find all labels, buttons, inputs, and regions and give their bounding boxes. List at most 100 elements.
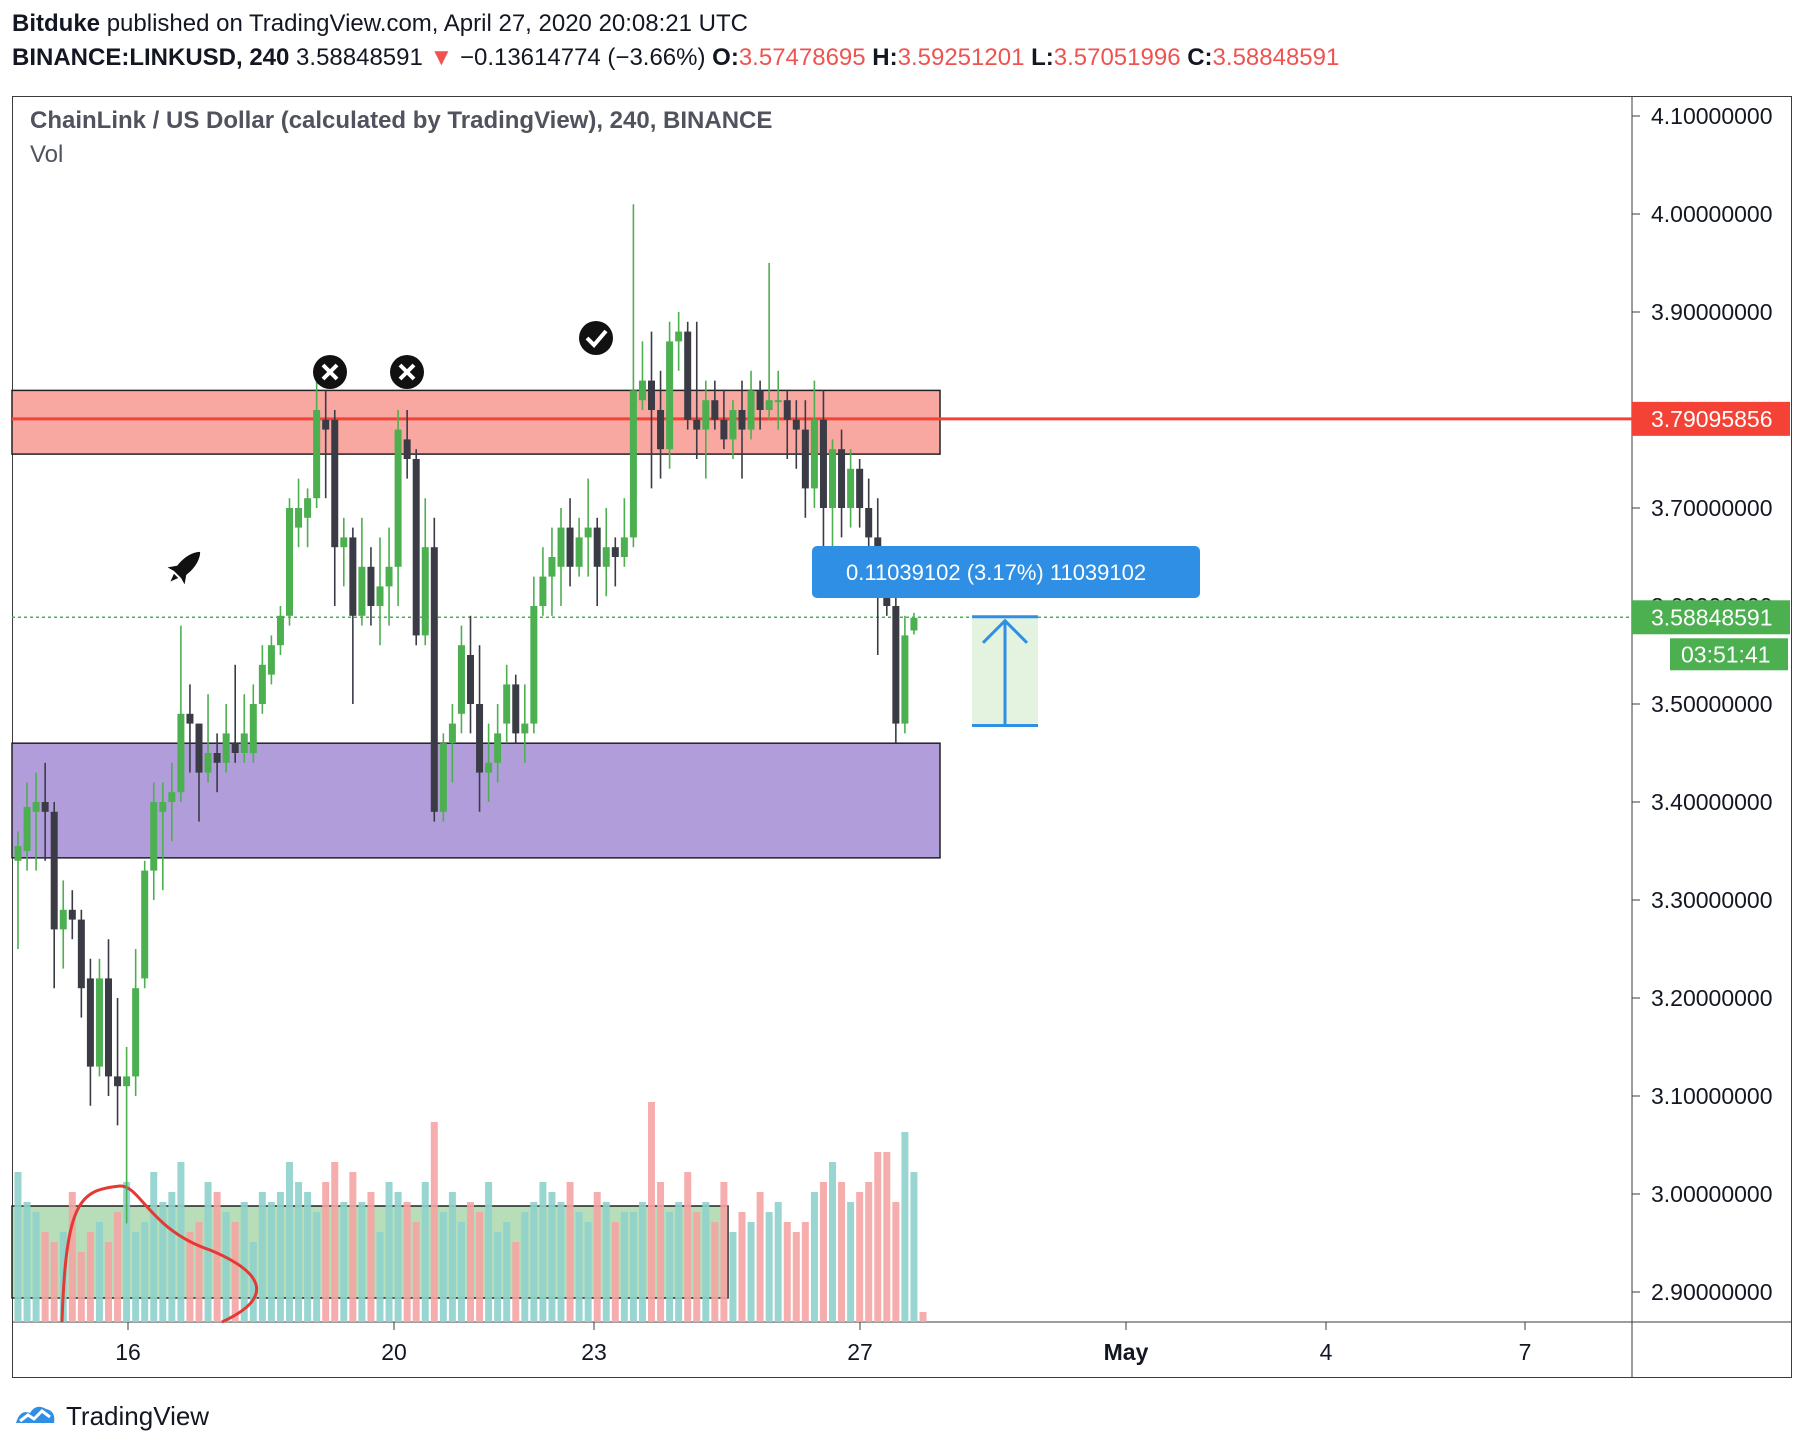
volume-bar xyxy=(738,1212,746,1322)
brand-footer: TradingView xyxy=(12,1398,209,1434)
candle-body xyxy=(385,566,393,587)
volume-bar xyxy=(675,1202,683,1322)
volume-bar xyxy=(729,1232,737,1322)
candle-body xyxy=(258,664,266,704)
volume-bar xyxy=(919,1312,927,1322)
volume-bar xyxy=(648,1102,655,1322)
candle-body xyxy=(132,988,140,1077)
volume-bar xyxy=(684,1172,692,1322)
volume-bar xyxy=(313,1212,321,1322)
measure-tooltip-box xyxy=(812,546,1200,598)
volume-bar xyxy=(159,1202,167,1322)
candle-body xyxy=(195,723,203,773)
volume-bar xyxy=(865,1182,873,1322)
candle-body xyxy=(59,909,67,930)
volume-bar xyxy=(892,1202,900,1322)
volume-bar xyxy=(358,1202,366,1322)
candle-body xyxy=(105,978,112,1077)
candle-body xyxy=(530,606,538,724)
candle-body xyxy=(457,645,465,714)
volume-bar xyxy=(213,1192,221,1322)
volume-bar xyxy=(403,1202,411,1322)
candle-body xyxy=(14,846,22,861)
candle-body xyxy=(575,537,583,567)
volume-bar xyxy=(340,1202,348,1322)
candle-body xyxy=(548,557,556,577)
brand-name: TradingView xyxy=(66,1400,210,1431)
price-tick-label: 3.20000000 xyxy=(1651,985,1773,1011)
header-line-2: BINANCE:LINKUSD, 240 3.58848591 ▼ −0.136… xyxy=(12,44,1339,72)
volume-bar xyxy=(249,1242,257,1322)
volume-bar xyxy=(810,1192,818,1322)
volume-bar xyxy=(530,1202,538,1322)
volume-bar xyxy=(584,1222,592,1322)
candle-body xyxy=(756,390,764,410)
tradingview-logo-icon xyxy=(16,1406,55,1423)
volume-bar xyxy=(430,1122,438,1322)
volume-bar xyxy=(276,1192,284,1322)
candle-body xyxy=(476,704,484,773)
time-tick-label: 4 xyxy=(1320,1339,1333,1365)
candle-body xyxy=(494,733,502,763)
countdown-label: 03:51:41 xyxy=(1681,641,1771,667)
candle-body xyxy=(358,566,366,616)
price-tick-label: 3.00000000 xyxy=(1651,1181,1773,1207)
volume-bar xyxy=(611,1222,619,1322)
volume-bar xyxy=(847,1202,855,1322)
time-tick-label: 7 xyxy=(1519,1339,1532,1365)
time-tick-label: 16 xyxy=(115,1339,141,1365)
price-level-badge xyxy=(1632,401,1790,436)
volume-bar xyxy=(331,1162,339,1322)
candle-body xyxy=(123,1076,131,1087)
last-price: 3.58848591 xyxy=(296,44,423,71)
candle-body xyxy=(86,978,94,1067)
candle-body xyxy=(41,802,49,812)
volume-bar xyxy=(666,1212,674,1322)
volume-bar xyxy=(258,1192,266,1322)
last-price-label: 3.58848591 xyxy=(1651,604,1773,630)
volume-bar xyxy=(286,1162,293,1322)
price-tick-label: 3.40000000 xyxy=(1651,789,1773,815)
volume-bar xyxy=(720,1182,728,1322)
candle-body xyxy=(557,527,565,567)
candle-body xyxy=(286,508,293,616)
volume-bar xyxy=(322,1182,330,1322)
open-value: 3.57478695 xyxy=(738,44,866,71)
price-tick-label: 3.50000000 xyxy=(1651,691,1773,717)
candle-body xyxy=(593,527,601,567)
candle-body xyxy=(448,723,456,744)
candle-body xyxy=(512,684,520,734)
support-zone xyxy=(11,742,941,859)
volume-bar xyxy=(503,1222,511,1322)
candle-body xyxy=(376,586,384,606)
volume-bar xyxy=(883,1152,891,1322)
price-tick-label: 3.30000000 xyxy=(1651,887,1773,913)
volume-profile-curve xyxy=(60,1184,258,1324)
open-label: O: xyxy=(712,44,739,71)
candle-body xyxy=(77,919,85,989)
candle-body xyxy=(810,419,818,489)
volume-bar xyxy=(23,1202,31,1322)
volume-bar xyxy=(711,1222,719,1322)
volume-bar xyxy=(702,1202,710,1322)
candle-body xyxy=(204,753,212,773)
close-value: 3.58848591 xyxy=(1212,44,1340,71)
candle-body xyxy=(629,390,637,538)
last-price-badge xyxy=(1632,600,1790,635)
candle-body xyxy=(648,380,655,410)
published-text: published on TradingView.com, April 27, … xyxy=(106,10,748,37)
candle-body xyxy=(666,341,674,450)
volume-bar xyxy=(629,1212,637,1322)
candle-body xyxy=(865,508,873,538)
volume-bar xyxy=(521,1212,529,1322)
volume-bar xyxy=(150,1172,158,1322)
volume-bar xyxy=(77,1252,85,1322)
volume-bar xyxy=(95,1222,103,1322)
candle-body xyxy=(231,743,239,753)
volume-bar xyxy=(494,1232,502,1322)
volume-bar xyxy=(385,1182,393,1322)
volume-bar xyxy=(693,1212,701,1322)
price-tick-label: 3.10000000 xyxy=(1651,1083,1773,1109)
price-tick-label: 4.10000000 xyxy=(1651,103,1773,129)
